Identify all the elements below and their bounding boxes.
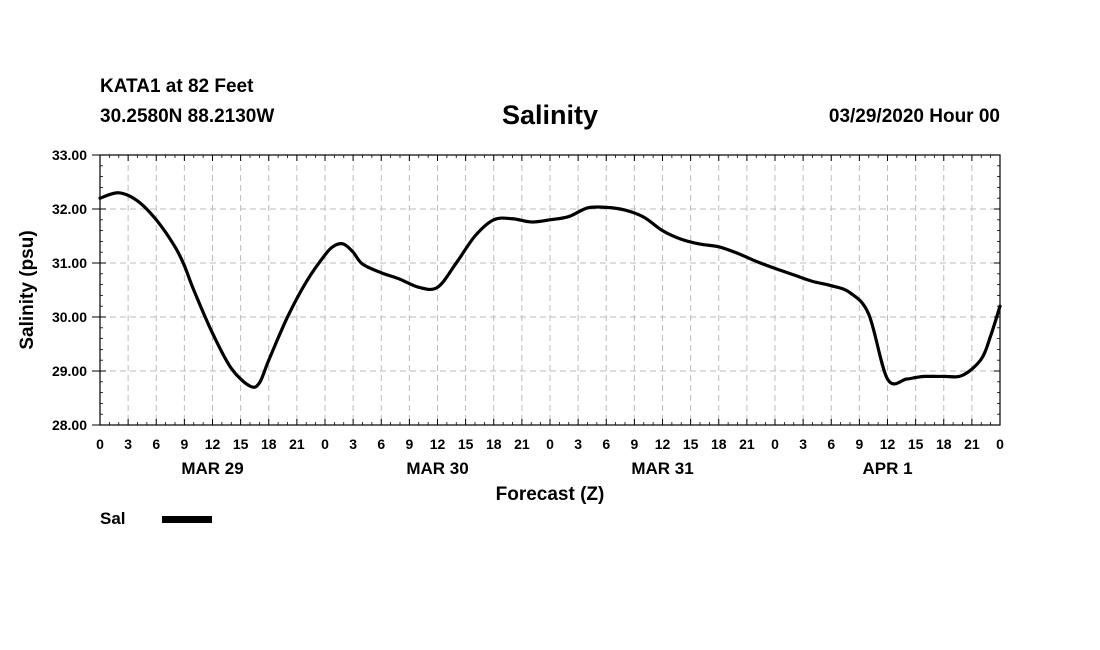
x-tick-label: 0: [996, 436, 1004, 452]
axis-ticks: [92, 154, 1001, 426]
x-tick-label: 9: [180, 436, 188, 452]
date-label: MAR 31: [631, 459, 693, 478]
chart-title: Salinity: [501, 100, 599, 130]
legend-label: Sal: [100, 509, 126, 528]
x-tick-label: 9: [630, 436, 638, 452]
date-label: APR 1: [862, 459, 912, 478]
x-tick-label: 12: [205, 436, 221, 452]
x-tick-label: 3: [574, 436, 582, 452]
x-tick-label: 21: [739, 436, 755, 452]
date-label: MAR 29: [181, 459, 243, 478]
x-tick-label: 3: [124, 436, 132, 452]
x-tick-label: 0: [771, 436, 779, 452]
x-tick-label: 0: [321, 436, 329, 452]
x-tick-label: 18: [936, 436, 952, 452]
x-tick-label: 12: [880, 436, 896, 452]
x-tick-label: 6: [377, 436, 385, 452]
forecast-datetime: 03/29/2020 Hour 00: [828, 106, 1000, 127]
date-label: MAR 30: [406, 459, 468, 478]
x-tick-label: 15: [908, 436, 924, 452]
y-axis-title: Salinity (psu): [17, 230, 38, 349]
x-tick-label: 18: [261, 436, 277, 452]
x-tick-label: 3: [799, 436, 807, 452]
x-tick-label: 9: [855, 436, 863, 452]
x-tick-label: 9: [405, 436, 413, 452]
x-axis-title: Forecast (Z): [496, 484, 605, 505]
x-tick-label: 12: [430, 436, 446, 452]
y-tick-label: 31.00: [52, 255, 87, 271]
y-tick-label: 28.00: [52, 417, 87, 433]
x-tick-label: 12: [655, 436, 671, 452]
x-tick-label: 21: [289, 436, 305, 452]
y-tick-label: 30.00: [52, 309, 87, 325]
legend-swatch: [162, 516, 212, 523]
y-tick-label: 29.00: [52, 363, 87, 379]
x-tick-label: 6: [827, 436, 835, 452]
axis-labels: 0 3 6 9 12 15 18 21 0 3 6 9 12 15 18 21 0 3 6 9 12 15 18 21 0 3 6 9…: [52, 147, 1004, 478]
x-tick-label: 3: [349, 436, 357, 452]
x-tick-label: 6: [152, 436, 160, 452]
x-tick-label: 21: [964, 436, 980, 452]
x-tick-label: 18: [486, 436, 502, 452]
x-tick-label: 0: [546, 436, 554, 452]
x-tick-label: 15: [458, 436, 474, 452]
x-tick-label: 15: [683, 436, 699, 452]
grid: [100, 155, 1000, 425]
x-tick-label: 6: [602, 436, 610, 452]
x-tick-label: 18: [711, 436, 727, 452]
location-coordinates: 30.2580N 88.2130W: [100, 106, 275, 127]
x-tick-label: 15: [233, 436, 249, 452]
x-tick-label: 0: [96, 436, 104, 452]
x-tick-label: 21: [514, 436, 530, 452]
y-tick-label: 32.00: [52, 201, 87, 217]
series-lines: [98, 191, 1002, 389]
series-line-sal: [98, 191, 1002, 389]
y-tick-label: 33.00: [52, 147, 87, 163]
station-label: KATA1 at 82 Feet: [100, 76, 254, 97]
